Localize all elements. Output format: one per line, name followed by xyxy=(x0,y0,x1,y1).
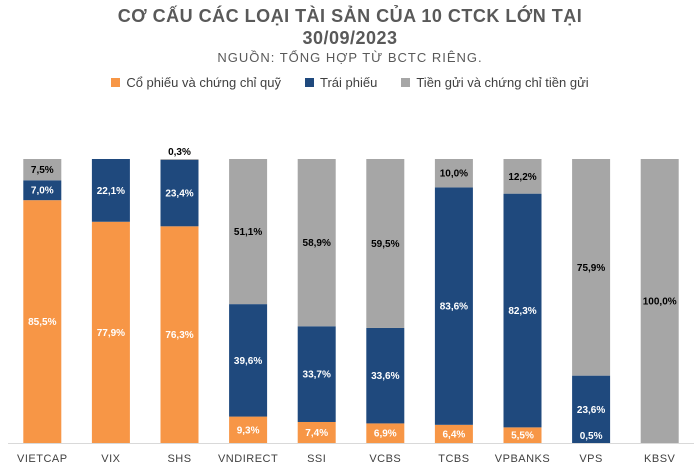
data-label-vpbanks-0: 5,5% xyxy=(511,431,534,442)
bar-segment-vps-1 xyxy=(572,375,611,443)
bar-segment-vndirect-0 xyxy=(229,416,268,443)
legend-label-2: Tiền gửi và chứng chỉ tiền gửi xyxy=(416,74,589,90)
data-label-vietcap-0: 85,5% xyxy=(28,317,56,328)
legend-item-1: Trái phiếu xyxy=(305,73,377,91)
data-label-tcbs-1: 83,6% xyxy=(440,302,468,313)
legend-item-2: Tiền gửi và chứng chỉ tiền gửi xyxy=(401,73,589,91)
bar-segment-vietcap-0 xyxy=(23,200,62,443)
data-label-tcbs-2: 10,0% xyxy=(440,169,468,180)
bar-segment-shs-1 xyxy=(160,159,199,227)
bar-segment-tcbs-2 xyxy=(434,159,473,188)
data-label-vndirect-1: 39,6% xyxy=(234,356,262,367)
bar-segment-vps-2 xyxy=(572,159,611,376)
chart-subtitle: NGUỒN: TỔNG HỢP TỪ BCTC RIÊNG. xyxy=(217,50,483,65)
data-label-shs-1: 23,4% xyxy=(165,189,193,200)
category-label-vps: VPS xyxy=(579,453,603,465)
data-label-kbsv-2: 100,0% xyxy=(643,297,677,308)
legend-item-0: Cổ phiếu và chứng chỉ quỹ xyxy=(111,73,281,91)
data-label-vcbs-0: 6,9% xyxy=(374,429,397,440)
bar-segment-shs-2 xyxy=(160,159,199,160)
legend-swatch-1 xyxy=(305,77,315,87)
category-label-vix: VIX xyxy=(101,453,120,465)
legend-swatch-2 xyxy=(401,77,411,87)
bar-segment-vcbs-0 xyxy=(366,423,405,443)
data-label-vps-1: 23,6% xyxy=(577,405,605,416)
bar-segment-vndirect-1 xyxy=(229,304,268,417)
bar-segment-tcbs-1 xyxy=(434,187,473,425)
bar-segment-vndirect-2 xyxy=(229,159,268,305)
legend: Cổ phiếu và chứng chỉ quỹ Trái phiếu Tiền … xyxy=(0,73,700,91)
bar-segment-vcbs-2 xyxy=(366,159,405,328)
data-label-vpbanks-1: 82,3% xyxy=(508,306,536,317)
bar-segment-ssi-1 xyxy=(297,326,336,422)
legend-label-1: Trái phiếu xyxy=(320,74,378,90)
data-label-tcbs-0: 6,4% xyxy=(443,429,466,440)
legend-label-0: Cổ phiếu và chứng chỉ quỹ xyxy=(126,74,282,90)
bar-segment-vix-0 xyxy=(91,221,130,443)
extra-label-0: 0,5% xyxy=(580,431,603,442)
data-label-vps-2: 75,9% xyxy=(577,263,605,274)
bar-segment-vpbanks-0 xyxy=(503,427,542,443)
data-label-vpbanks-2: 12,2% xyxy=(508,172,536,183)
category-label-shs: SHS xyxy=(167,453,191,465)
legend-swatch-0 xyxy=(111,77,121,87)
chart-title-line1: CƠ CẤU CÁC LOẠI TÀI SẢN CỦA 10 CTCK LỚN … xyxy=(117,6,583,26)
bar-segment-vix-1 xyxy=(91,159,130,222)
category-label-tcbs: TCBS xyxy=(438,453,469,465)
data-label-vix-0: 77,9% xyxy=(97,328,125,339)
bar-segment-vietcap-1 xyxy=(23,180,62,201)
bar-segment-shs-0 xyxy=(160,226,199,443)
data-label-vix-1: 22,1% xyxy=(97,186,125,197)
bar-segment-vcbs-1 xyxy=(366,327,405,424)
data-label-vietcap-2: 7,5% xyxy=(31,165,54,176)
chart-title-line2: 30/09/2023 xyxy=(302,28,398,48)
data-label-vietcap-1: 7,0% xyxy=(31,186,54,197)
data-label-shs-2: 0,3% xyxy=(168,147,191,158)
category-label-vndirect: VNDIRECT xyxy=(218,453,278,465)
bar-segment-tcbs-0 xyxy=(434,424,473,443)
data-label-vndirect-2: 51,1% xyxy=(234,227,262,238)
category-label-vcbs: VCBS xyxy=(369,453,401,465)
category-label-vpbanks: VPBANKS xyxy=(495,453,550,465)
bar-segment-ssi-2 xyxy=(297,159,336,327)
data-label-vndirect-0: 9,3% xyxy=(237,425,260,436)
data-label-ssi-0: 7,4% xyxy=(305,428,328,439)
category-label-kbsv: KBSV xyxy=(644,453,676,465)
category-label-ssi: SSI xyxy=(307,453,326,465)
bar-segment-vpbanks-2 xyxy=(503,159,542,194)
data-label-ssi-2: 58,9% xyxy=(303,238,331,249)
bar-segment-vpbanks-1 xyxy=(503,193,542,428)
data-label-vcbs-2: 59,5% xyxy=(371,239,399,250)
bar-segment-kbsv-2 xyxy=(640,159,679,443)
bar-segment-ssi-0 xyxy=(297,421,336,443)
bar-segment-vietcap-2 xyxy=(23,159,62,181)
data-label-ssi-1: 33,7% xyxy=(303,370,331,381)
category-label-vietcap: VIETCAP xyxy=(17,453,68,465)
data-label-shs-0: 76,3% xyxy=(165,330,193,341)
data-label-vcbs-1: 33,6% xyxy=(371,371,399,382)
